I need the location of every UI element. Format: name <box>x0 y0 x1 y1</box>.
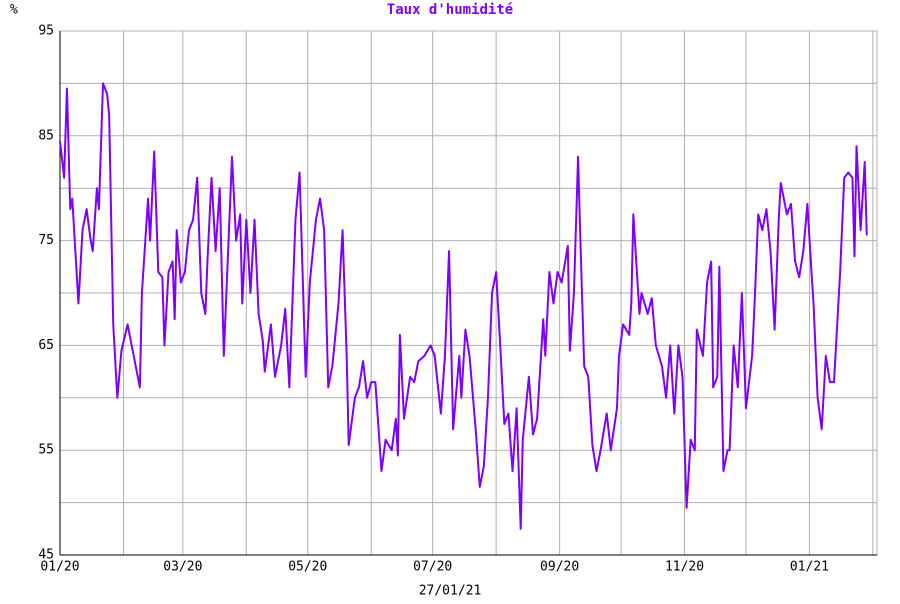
y-unit: % <box>10 3 18 18</box>
x-tick-label: 01/20 <box>40 560 79 575</box>
y-tick-label: 65 <box>38 338 54 353</box>
x-tick-label: 05/20 <box>288 560 327 575</box>
y-tick-label: 75 <box>38 233 54 248</box>
y-tick-label: 45 <box>38 548 54 563</box>
data-line <box>59 82 868 530</box>
date-label: 27/01/21 <box>419 584 482 599</box>
x-tick-label: 11/20 <box>665 560 704 575</box>
x-tick-label: 09/20 <box>540 560 579 575</box>
y-tick-label: 85 <box>38 128 54 143</box>
x-tick-label: 03/20 <box>163 560 202 575</box>
chart-title: Taux d'humidité <box>387 2 513 18</box>
x-tick-label: 01/21 <box>790 560 829 575</box>
y-tick-label: 55 <box>38 443 54 458</box>
x-tick-label: 07/20 <box>413 560 452 575</box>
y-tick-label: 95 <box>38 24 54 39</box>
